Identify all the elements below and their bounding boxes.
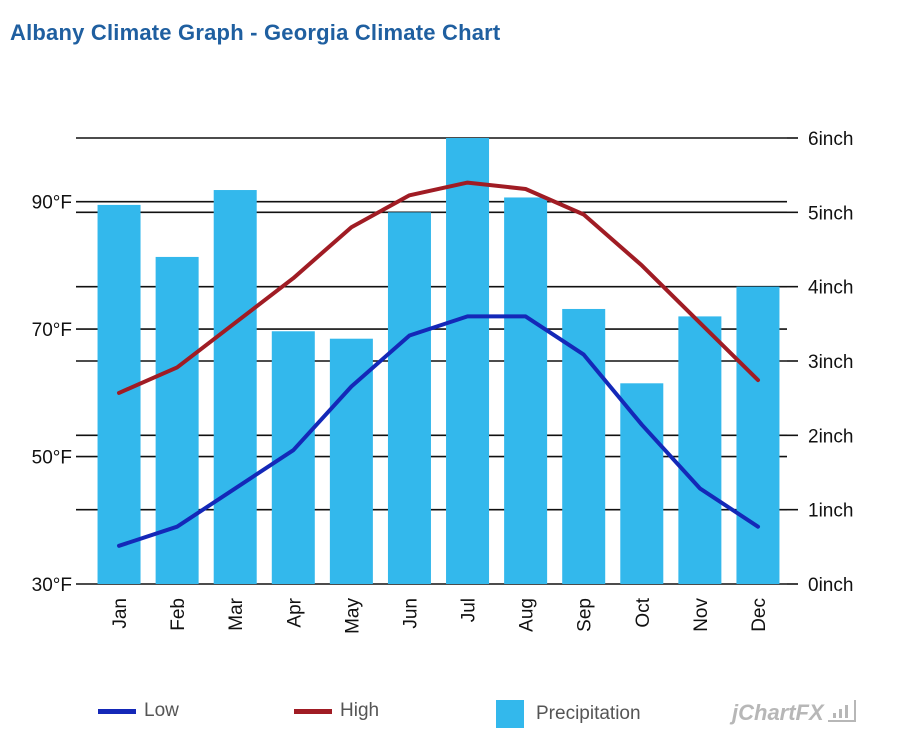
- chart-title: Albany Climate Graph - Georgia Climate C…: [10, 20, 501, 45]
- legend-item-low[interactable]: Low: [98, 700, 179, 722]
- brand-text: jChartFX: [732, 700, 824, 725]
- y-right-tick-label: 6inch: [808, 129, 853, 150]
- y-right-tick-label: 0inch: [808, 575, 853, 596]
- x-tick-label-oct: Oct: [633, 597, 654, 627]
- legend-item-high[interactable]: High: [294, 700, 379, 722]
- line-low: [117, 314, 760, 548]
- y-right-tick-label: 2inch: [808, 426, 853, 447]
- jchartfx-logo: jChartFX: [732, 700, 856, 726]
- legend-swatch-high: [294, 708, 332, 714]
- bar-precipitation-jun: [387, 212, 431, 585]
- y-right-tick-label: 1inch: [808, 501, 853, 522]
- x-tick-label-aug: Aug: [517, 598, 538, 632]
- x-tick-label-apr: Apr: [284, 597, 305, 627]
- x-tick-label-sep: Sep: [575, 598, 596, 632]
- x-tick-label-mar: Mar: [226, 597, 247, 630]
- legend-swatch-precipitation: [496, 700, 524, 728]
- bar-precipitation-mar: [213, 190, 257, 585]
- bar-precipitation-aug: [504, 197, 548, 584]
- line-high: [117, 180, 760, 395]
- bar-precipitation-jul: [446, 138, 490, 584]
- bar-precipitation-dec: [736, 286, 780, 584]
- legend-label-low: Low: [144, 700, 179, 721]
- bar-precipitation-apr: [271, 331, 315, 584]
- y-right-tick-label: 4inch: [808, 278, 853, 299]
- x-tick-label-may: May: [342, 598, 363, 634]
- bar-precipitation-oct: [620, 383, 664, 584]
- legend-item-precipitation[interactable]: Precipitation: [496, 700, 641, 728]
- y-left-tick-label: 70°F: [32, 320, 72, 341]
- bar-chart-icon: [827, 700, 856, 722]
- y-left-tick-label: 90°F: [32, 193, 72, 214]
- y-right-tick-label: 5inch: [808, 203, 853, 224]
- bar-precipitation-sep: [562, 308, 606, 584]
- y-left-tick-label: 30°F: [32, 575, 72, 596]
- y-right-tick-label: 3inch: [808, 352, 853, 373]
- bar-precipitation-nov: [678, 316, 722, 584]
- legend-label-high: High: [340, 700, 380, 721]
- x-tick-label-jan: Jan: [110, 598, 131, 629]
- legend-label-precipitation: Precipitation: [536, 703, 641, 724]
- bar-precipitation-feb: [155, 256, 199, 584]
- bar-precipitation-may: [329, 338, 373, 584]
- y-left-tick-label: 50°F: [32, 448, 72, 469]
- x-tick-label-jul: Jul: [459, 598, 480, 622]
- x-tick-label-feb: Feb: [168, 598, 189, 631]
- x-tick-label-nov: Nov: [691, 598, 712, 632]
- x-tick-label-jun: Jun: [400, 598, 421, 629]
- legend-swatch-low: [98, 708, 136, 714]
- x-tick-label-dec: Dec: [749, 598, 770, 632]
